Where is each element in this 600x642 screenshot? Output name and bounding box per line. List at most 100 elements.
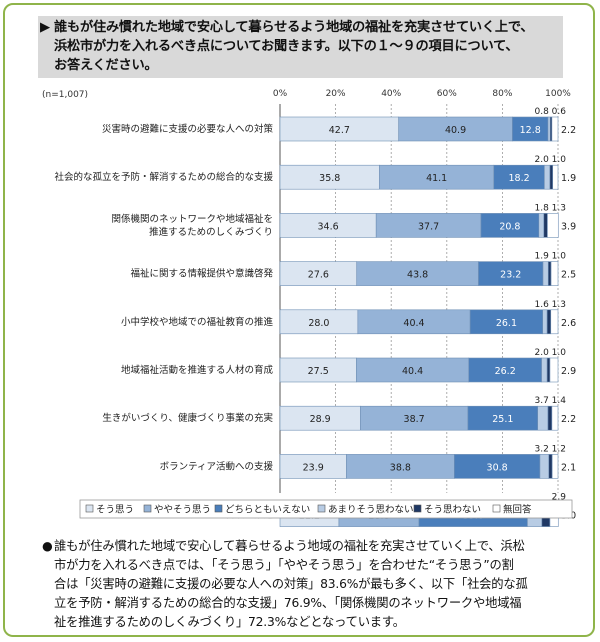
bar-segment [279, 405, 361, 431]
bar-segment [550, 309, 559, 335]
legend-label: ややそう思う [154, 505, 211, 516]
question-box: ▶ 誰もが住み慣れた地域で安心して暮らせるよう地域の福祉を充実させていく上で、 … [38, 16, 563, 78]
question-line: お答えください。 [54, 58, 158, 73]
bar-segment [538, 213, 545, 238]
data-label: 37.7 [418, 221, 439, 232]
question-line: 浜松市が力を入れるべき点についてお聞きます。以下の１～９の項目について、 [54, 39, 519, 54]
legend-label: あまりそう思わない [328, 505, 414, 516]
legend-swatch [214, 504, 223, 513]
data-label: 26.1 [496, 318, 517, 329]
data-label: 20.8 [499, 221, 520, 232]
stacked-bar-chart: 0% 20% 40% 60% 80% 100% 災害時の避難に支援の必要な人への対策 42.7… [54, 89, 576, 527]
data-label: 25.1 [492, 414, 513, 425]
bar-segment [279, 357, 357, 383]
bar-segment [546, 357, 551, 383]
small-value-label: 3.2 1.2 [535, 444, 567, 454]
bar-segment [360, 405, 469, 431]
data-label: 27.6 [308, 270, 329, 281]
bar-segment [551, 116, 559, 142]
data-label: 12.8 [520, 125, 541, 136]
bar-segment [550, 261, 559, 286]
content-frame [3, 3, 595, 637]
x-tick-label: 60% [437, 89, 457, 99]
small-value-label: 2.9 [552, 493, 567, 503]
small-value-label: 2.0 1.0 [535, 155, 567, 165]
no-answer-label: 2.1 [561, 462, 576, 473]
data-label: 38.7 [404, 414, 425, 425]
bar-segment [379, 164, 495, 190]
category-label: ボランティア活動への支援 [160, 460, 274, 472]
bar-segment [468, 357, 542, 383]
bar-segment [454, 454, 541, 479]
small-value-label: 1.9 1.0 [535, 252, 567, 262]
small-value-label: 1.8 1.3 [535, 203, 567, 213]
bar-segment [552, 164, 559, 190]
bar-segment [279, 309, 359, 335]
data-label: 40.9 [445, 125, 466, 136]
bar-segment [547, 261, 552, 286]
circle-bullet-icon: ● [42, 539, 53, 553]
legend-swatch [413, 504, 422, 513]
legend-swatch [143, 504, 152, 513]
conclusion-text: ● 誰もが住み慣れた地域で安心して暮らせるよう地域の福祉を充実させていく上で、浜… [42, 537, 572, 632]
legend-swatch [492, 504, 501, 513]
sample-size-label: (n=1,007) [42, 90, 89, 100]
bar-segment [357, 309, 471, 335]
bar-segment [469, 309, 544, 335]
bar-segment [546, 309, 552, 335]
bar-segment [537, 405, 549, 431]
bar-segment [547, 116, 551, 142]
bar-segment [480, 213, 540, 238]
category-label: 災害時の避難に支援の必要な人への対策 [102, 123, 274, 135]
bar-segment [512, 116, 549, 142]
bar-segment [279, 213, 377, 238]
small-value-label: 3.7 1.4 [535, 396, 567, 406]
conclusion-line: 誰もが住み慣れた地域で安心して暮らせるよう地域の福祉を充実させていく上で、浜松 [54, 539, 525, 553]
triangle-bullet-icon: ▶ [40, 20, 50, 35]
category-label: 地域福祉活動を推進する人材の育成 [121, 364, 274, 376]
bar-segment [543, 213, 548, 238]
data-label: 26.2 [495, 366, 516, 377]
bar-segment [356, 357, 470, 383]
bar-segment [542, 261, 549, 286]
category-label: 福祉に関する情報提供や意識啓発 [130, 268, 273, 280]
bar-segment [541, 357, 548, 383]
small-value-label: 0.8 0.6 [535, 107, 567, 117]
bar-segment [346, 454, 455, 479]
no-answer-label: 2.6 [561, 318, 576, 329]
category-label: 推進するためのしくみづくり [149, 226, 273, 238]
bar-segment [551, 454, 559, 479]
bar-segment [548, 454, 553, 479]
data-label: 34.6 [318, 221, 339, 232]
conclusion-line: 市が力を入れるべき点では、「そう思う」「ややそう思う」を合わせた“そう思う”の割 [54, 558, 514, 572]
bar-segment [279, 454, 347, 479]
data-label: 42.7 [329, 125, 350, 136]
legend-label: どちらともいえない [225, 505, 310, 516]
bar-segment [544, 164, 551, 190]
bar-segment [356, 261, 479, 286]
category-label: 社会的な孤立を予防・解消するための総合的な支援 [54, 171, 273, 183]
data-label: 28.0 [308, 318, 329, 329]
question-line: 誰もが住み慣れた地域で安心して暮らせるよう地域の福祉を充実させていく上で、 [54, 20, 534, 35]
legend-label: 無回答 [503, 504, 532, 516]
data-label: 23.2 [500, 270, 521, 281]
data-label: 23.9 [303, 462, 324, 473]
bar-segment [547, 405, 553, 431]
data-label: 35.8 [319, 173, 340, 184]
bar-segment [547, 213, 559, 238]
bar-segment [551, 405, 559, 431]
category-label: 関係機関のネットワークや地域福祉を [111, 213, 273, 225]
conclusion-line: 立を予防・解消するための総合的な支援」76.9%、「関係機関のネットワークや地域… [54, 596, 522, 610]
legend-label: そう思う [96, 505, 134, 516]
data-label: 28.9 [310, 414, 331, 425]
data-label: 40.4 [402, 366, 423, 377]
no-answer-label: 2.2 [561, 414, 576, 425]
data-label: 38.8 [390, 462, 411, 473]
bar-segment [279, 261, 358, 286]
bar-segment [279, 116, 400, 142]
small-value-label: 1.6 1.3 [535, 300, 567, 310]
data-label: 18.2 [509, 173, 530, 184]
data-label: 30.8 [487, 462, 508, 473]
no-answer-label: 2.2 [561, 125, 576, 136]
no-answer-label: 2.5 [561, 270, 576, 281]
